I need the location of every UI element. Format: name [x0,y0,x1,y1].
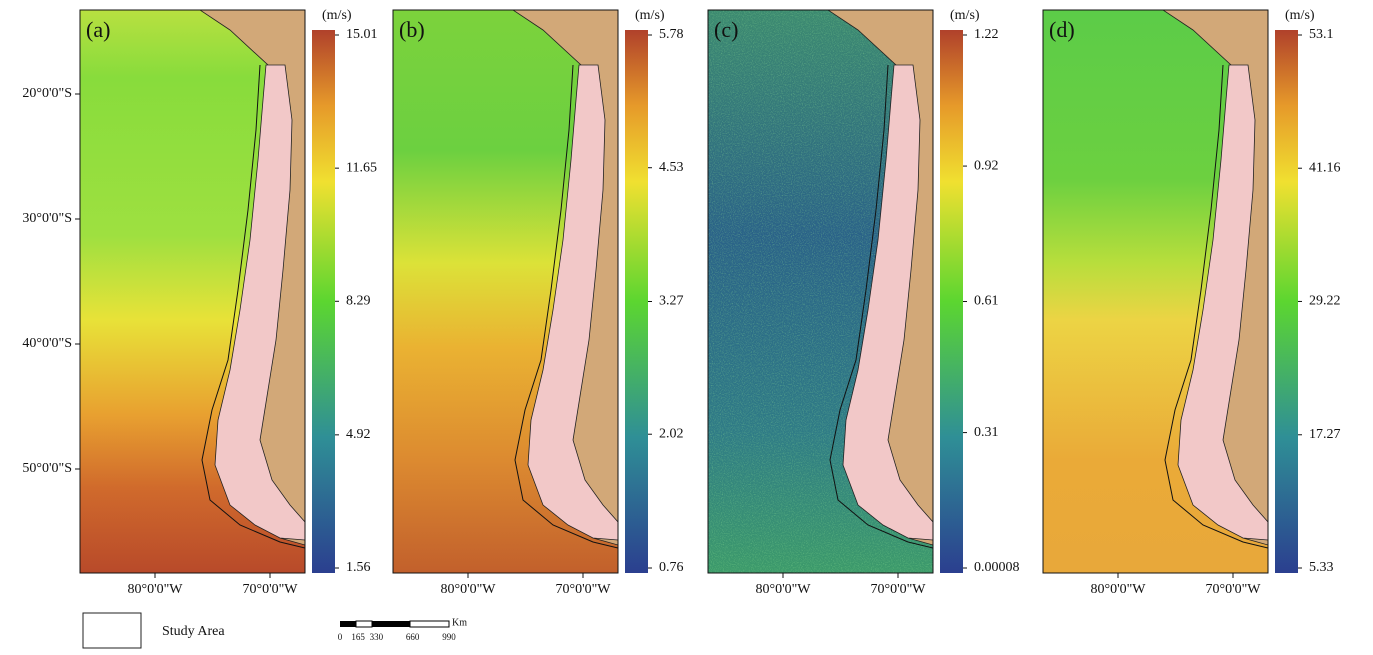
colorbar-unit: (m/s) [1285,8,1315,23]
map-content [1043,10,1268,573]
colorbar-tick-label: 1.56 [346,560,371,575]
colorbar-tick-label: 17.27 [1309,427,1341,442]
map-frame [1042,9,1269,574]
colorbar-tick-label: 0.92 [974,158,999,173]
scale-label: 330 [370,632,384,642]
x-tick-label: 70°0'0"W [555,582,611,597]
chile [214,64,305,541]
scale-label: 660 [406,632,420,642]
map-content [80,10,305,573]
x-tick-label: 80°0'0"W [440,582,496,597]
x-tick-label: 80°0'0"W [127,582,183,597]
colorbar-tick-label: 1.22 [974,27,999,42]
panel-label: (d) [1049,17,1075,42]
y-tick-label: 30°0'0"S [22,211,72,226]
colorbar [312,30,335,573]
colorbar-tick-label: 53.1 [1309,27,1334,42]
legend-box [82,612,142,649]
map-panel: (a) 80°0'0"W 70°0'0"W 20°0'0"S 30°0'0"S 40°0'… [22,9,306,597]
chile [842,64,933,541]
study-area [829,64,933,549]
map-frame [79,9,306,574]
colorbar [1275,30,1298,573]
x-tick-label: 80°0'0"W [1090,582,1146,597]
colorbar-tick-label: 11.65 [346,160,377,175]
x-tick-label: 70°0'0"W [1205,582,1261,597]
map-panel: (d) 80°0'0"W 70°0'0"W [1042,9,1269,597]
map-frame [707,9,934,574]
colorbar-tick-label: 4.53 [659,160,684,175]
colorbar-tick-label: 5.33 [1309,560,1334,575]
map-frame [392,9,619,574]
x-tick-label: 70°0'0"W [242,582,298,597]
colorbar-tick-label: 0.61 [974,294,999,309]
y-tick-label: 20°0'0"S [22,86,72,101]
colorbar-tick-label: 2.02 [659,426,684,441]
colorbar-tick-label: 5.78 [659,27,684,42]
colorbar-tick-label: 0.31 [974,425,999,440]
study-area [514,64,618,549]
colorbar-tick-label: 3.27 [659,294,684,309]
scale-unit: Km [452,617,467,628]
colorbar-tick-label: 4.92 [346,427,371,442]
colorbar [940,30,963,573]
map-content [708,10,933,573]
colorbar-tick-label: 8.29 [346,294,371,309]
panel-label: (a) [86,17,110,42]
panel-label: (c) [714,17,738,42]
study-area [201,64,305,549]
colorbar [625,30,648,573]
legend-label: Study Area [162,624,225,639]
panel-label: (b) [399,17,425,42]
colorbar-tick-label: 0.00008 [974,560,1020,575]
colorbar-tick-label: 41.16 [1309,160,1341,175]
x-tick-label: 80°0'0"W [755,582,811,597]
scale-label: 990 [442,632,456,642]
chile [527,64,618,541]
study-area [1164,64,1268,549]
map-panel: (c) 80°0'0"W 70°0'0"W [707,9,934,597]
y-tick-label: 50°0'0"S [22,461,72,476]
map-content [393,10,618,573]
colorbar-unit: (m/s) [635,8,665,23]
chile [1177,64,1268,541]
colorbar-tick-label: 0.76 [659,560,684,575]
colorbar-unit: (m/s) [322,8,352,23]
y-tick-label: 40°0'0"S [22,336,72,351]
scale-bar [340,620,450,628]
scale-label: 0 [338,632,343,642]
x-tick-label: 70°0'0"W [870,582,926,597]
map-panel: (b) 80°0'0"W 70°0'0"W [392,9,619,597]
scale-label: 165 [351,632,365,642]
colorbar-tick-label: 29.22 [1309,294,1341,309]
colorbar-unit: (m/s) [950,8,980,23]
colorbar-tick-label: 15.01 [346,27,378,42]
